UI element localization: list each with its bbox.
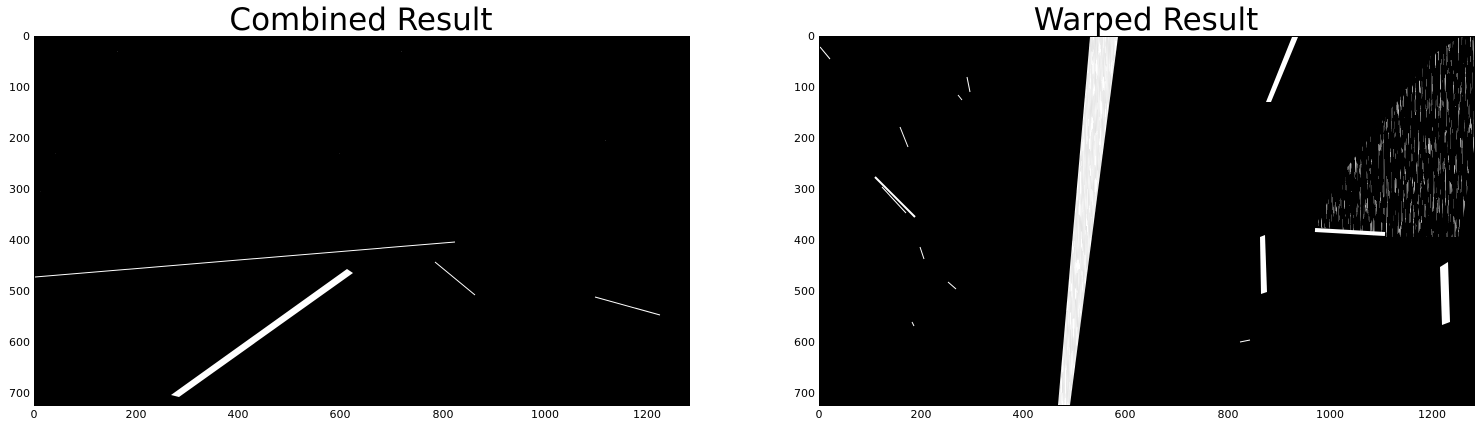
y-tick-label: 600 (794, 336, 815, 349)
panel-title: Warped Result (1033, 2, 1259, 38)
y-tick-label: 400 (9, 234, 30, 247)
y-tick-label: 700 (9, 387, 30, 400)
y-tick-label: 500 (9, 285, 30, 298)
combined-result-image (34, 36, 690, 406)
x-tick-label: 1000 (531, 408, 559, 421)
y-tick-label: 200 (9, 132, 30, 145)
x-tick-label: 400 (1012, 408, 1034, 421)
combined-binary-image (35, 37, 689, 405)
warped-result-panel: Warped Result (785, 0, 1484, 428)
x-tick-label: 400 (227, 408, 249, 421)
y-tick-label: 700 (794, 387, 815, 400)
x-tick-label: 1200 (1418, 408, 1446, 421)
x-tick-label: 1200 (633, 408, 661, 421)
y-tick-label: 400 (794, 234, 815, 247)
x-tick-label: 0 (30, 408, 38, 421)
y-tick-label: 100 (9, 81, 30, 94)
y-tick-label: 0 (23, 30, 30, 43)
panel-title: Combined Result (229, 2, 493, 38)
y-tick-label: 300 (9, 183, 30, 196)
y-tick-label: 500 (794, 285, 815, 298)
x-tick-label: 200 (125, 408, 147, 421)
x-tick-label: 600 (1114, 408, 1136, 421)
warped-result-image (819, 36, 1475, 406)
x-tick-label: 600 (329, 408, 351, 421)
y-tick-label: 0 (808, 30, 815, 43)
x-tick-label: 800 (432, 408, 454, 421)
y-tick-label: 600 (9, 336, 30, 349)
x-tick-label: 0 (815, 408, 823, 421)
y-tick-label: 200 (794, 132, 815, 145)
x-tick-label: 800 (1217, 408, 1239, 421)
combined-result-panel: Combined Result (0, 0, 700, 428)
y-tick-label: 100 (794, 81, 815, 94)
y-tick-label: 300 (794, 183, 815, 196)
warped-binary-image (820, 37, 1474, 405)
x-tick-label: 200 (910, 408, 932, 421)
x-tick-label: 1000 (1316, 408, 1344, 421)
